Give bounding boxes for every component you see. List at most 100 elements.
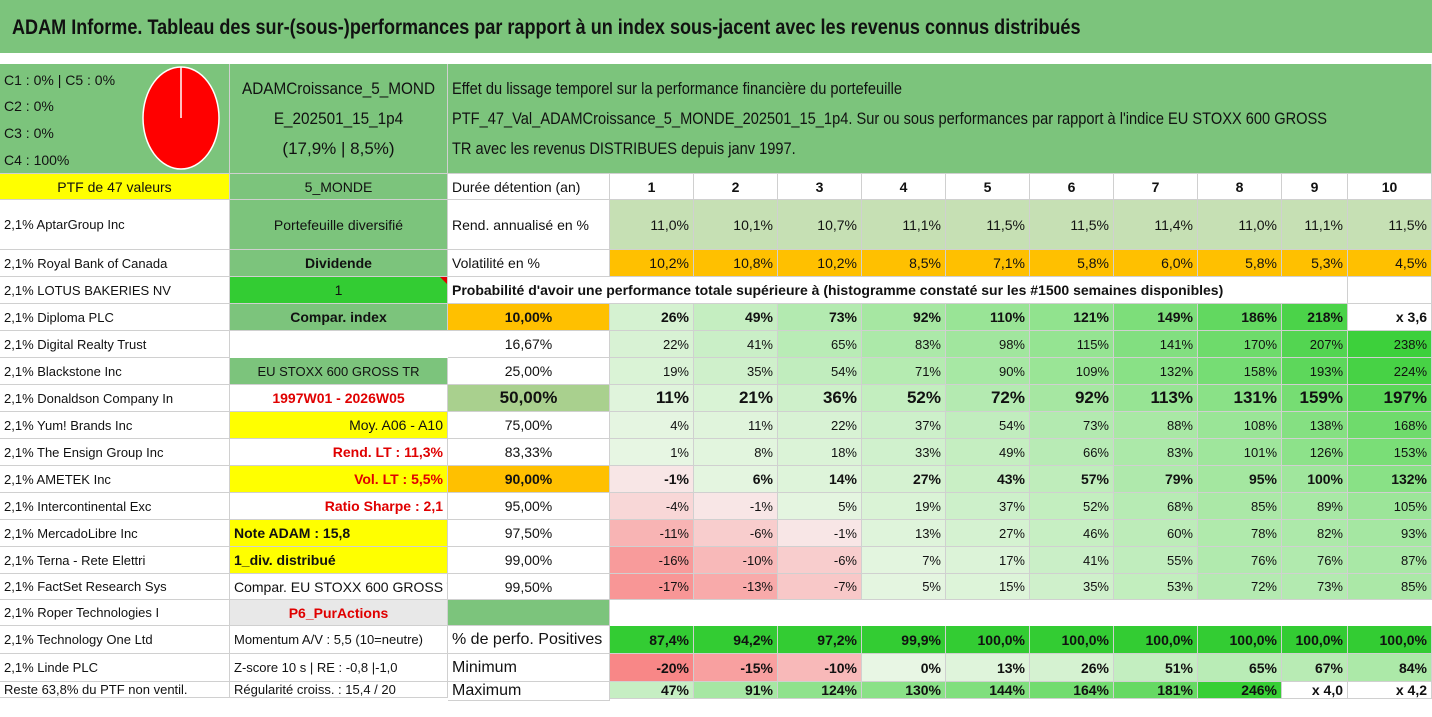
- summary-value-max-text: x 4,0: [1311, 682, 1343, 698]
- prob-value-text: 76%: [1250, 552, 1277, 568]
- prob-value-text: 26%: [660, 309, 689, 325]
- prob-value-text: 101%: [1243, 444, 1277, 460]
- prob-level-text: 95,00%: [504, 498, 553, 514]
- prob-value-text: 88%: [1166, 417, 1193, 433]
- info-sharpe-ratio: Ratio Sharpe : 2,1: [230, 493, 448, 520]
- holding-row: 2,1% Royal Bank of Canada: [0, 250, 230, 277]
- performance-grid: PTF de 47 valeurs 5_MONDE Durée détention …: [0, 0, 1432, 701]
- duration-label: Durée détention (an): [448, 174, 610, 200]
- holding-row-text: 2,1% Digital Realty Trust: [4, 336, 147, 352]
- prob-value: 100%: [1282, 466, 1348, 493]
- prob-value-text: 79%: [1164, 471, 1193, 487]
- prob-level: 10,00%: [448, 304, 610, 331]
- prob-level-text: 16,67%: [504, 336, 553, 352]
- year-header-text: 7: [1151, 178, 1160, 195]
- duration-label-text: Durée détention (an): [452, 178, 581, 195]
- prob-value-text: -6%: [749, 525, 773, 541]
- summary-value-min-text: -20%: [656, 659, 689, 676]
- prob-value: -1%: [610, 466, 694, 493]
- summary-value-min: -20%: [610, 654, 694, 682]
- summary-value-min: 84%: [1348, 654, 1432, 682]
- spacer-cell: [448, 600, 610, 626]
- prob-value-text: 186%: [1241, 309, 1277, 325]
- info-adam-score-text: Note ADAM : 15,8: [234, 525, 351, 541]
- summary-value-max-text: 124%: [821, 682, 857, 698]
- prob-value-text: 100%: [1307, 471, 1343, 487]
- year-header: 7: [1114, 174, 1198, 200]
- prob-value-text: 224%: [1393, 363, 1427, 379]
- prob-value: 36%: [778, 385, 862, 412]
- vol-value: 5,8%: [1030, 250, 1114, 277]
- prob-value-text: 54%: [998, 417, 1025, 433]
- summary-value-pos: 100,0%: [1282, 626, 1348, 654]
- vol-label-text: Volatilité en %: [452, 255, 540, 271]
- prob-value: 11%: [694, 412, 778, 439]
- prob-value: 5%: [778, 493, 862, 520]
- prob-value-text: -11%: [659, 525, 689, 541]
- vol-value-text: 5,3%: [1311, 255, 1343, 271]
- prob-value-text: 52%: [906, 388, 941, 407]
- prob-value-text: 22%: [662, 336, 689, 352]
- prob-value: 85%: [1348, 574, 1432, 600]
- prob-value-text: 4%: [670, 417, 689, 433]
- prob-value: 153%: [1348, 439, 1432, 466]
- prob-value: 73%: [1030, 412, 1114, 439]
- prob-value: 73%: [778, 304, 862, 331]
- rend-value-text: 11,4%: [1154, 216, 1193, 233]
- vol-value: 10,8%: [694, 250, 778, 277]
- prob-value-text: 73%: [1082, 417, 1109, 433]
- prob-value-text: 76%: [1316, 552, 1343, 568]
- summary-value-max: 91%: [694, 682, 778, 699]
- prob-value: 76%: [1282, 547, 1348, 574]
- info-dividend-text: Dividende: [305, 255, 372, 271]
- info-compare-index: Compar. index: [230, 304, 448, 331]
- prob-value-text: 8%: [754, 444, 773, 460]
- summary-value-min-text: 0%: [920, 659, 941, 676]
- prob-value-text: 90%: [998, 363, 1025, 379]
- prob-value-text: 82%: [1316, 525, 1343, 541]
- prob-value-text: 93%: [1400, 525, 1427, 541]
- prob-level-text: 99,50%: [504, 578, 553, 595]
- vol-value-text: 8,5%: [909, 255, 941, 271]
- prob-value-text: 6%: [752, 471, 773, 487]
- summary-value-pos-text: 99,9%: [901, 631, 941, 648]
- prob-value: 37%: [946, 493, 1030, 520]
- prob-value: 22%: [610, 331, 694, 358]
- report-title: ADAM Informe. Tableau des sur-(sous-)per…: [12, 16, 1081, 39]
- prob-level-text: 83,33%: [504, 444, 553, 460]
- vol-value-text: 7,1%: [993, 255, 1025, 271]
- summary-value-min-text: 84%: [1398, 659, 1427, 676]
- prob-value: 68%: [1114, 493, 1198, 520]
- vol-value: 8,5%: [862, 250, 946, 277]
- prob-value: 138%: [1282, 412, 1348, 439]
- prob-value: 132%: [1114, 358, 1198, 385]
- prob-value-text: -10%: [742, 552, 773, 568]
- summary-value-max: 246%: [1198, 682, 1282, 699]
- prob-value-text: 11%: [747, 417, 773, 433]
- prob-level-text: 50,00%: [499, 388, 558, 407]
- prob-value-text: 27%: [998, 525, 1025, 541]
- prob-value: 71%: [862, 358, 946, 385]
- holding-row: 2,1% FactSet Research Sys: [0, 574, 230, 600]
- class-line-3: C3 : 0%: [4, 124, 54, 141]
- prob-value-text: 85%: [1400, 579, 1427, 594]
- summary-value-min: 13%: [946, 654, 1030, 682]
- description-line-1: Effet du lissage temporel sur la perform…: [452, 79, 902, 98]
- prob-value-text: -1%: [664, 471, 689, 487]
- holding-row-text: 2,1% AMETEK Inc: [4, 471, 111, 487]
- holding-row-text: 2,1% Blackstone Inc: [4, 363, 122, 379]
- prob-value-text: 68%: [1166, 498, 1193, 514]
- description-block: Effet du lissage temporel sur la perform…: [448, 64, 1432, 174]
- info-adam-score: Note ADAM : 15,8: [230, 520, 448, 547]
- class-line-4: C4 : 100%: [4, 151, 70, 168]
- summary-value-max: 164%: [1030, 682, 1114, 699]
- prob-value: 57%: [1030, 466, 1114, 493]
- prob-value: 126%: [1282, 439, 1348, 466]
- summary-value-max-text: 144%: [989, 682, 1025, 698]
- prob-value: 54%: [946, 412, 1030, 439]
- prob-value: 49%: [694, 304, 778, 331]
- prob-level-text: 90,00%: [504, 471, 553, 487]
- rend-value: 10,1%: [694, 200, 778, 250]
- rend-value: 11,1%: [862, 200, 946, 250]
- info-long-term-volatility-text: Vol. LT : 5,5%: [354, 471, 443, 487]
